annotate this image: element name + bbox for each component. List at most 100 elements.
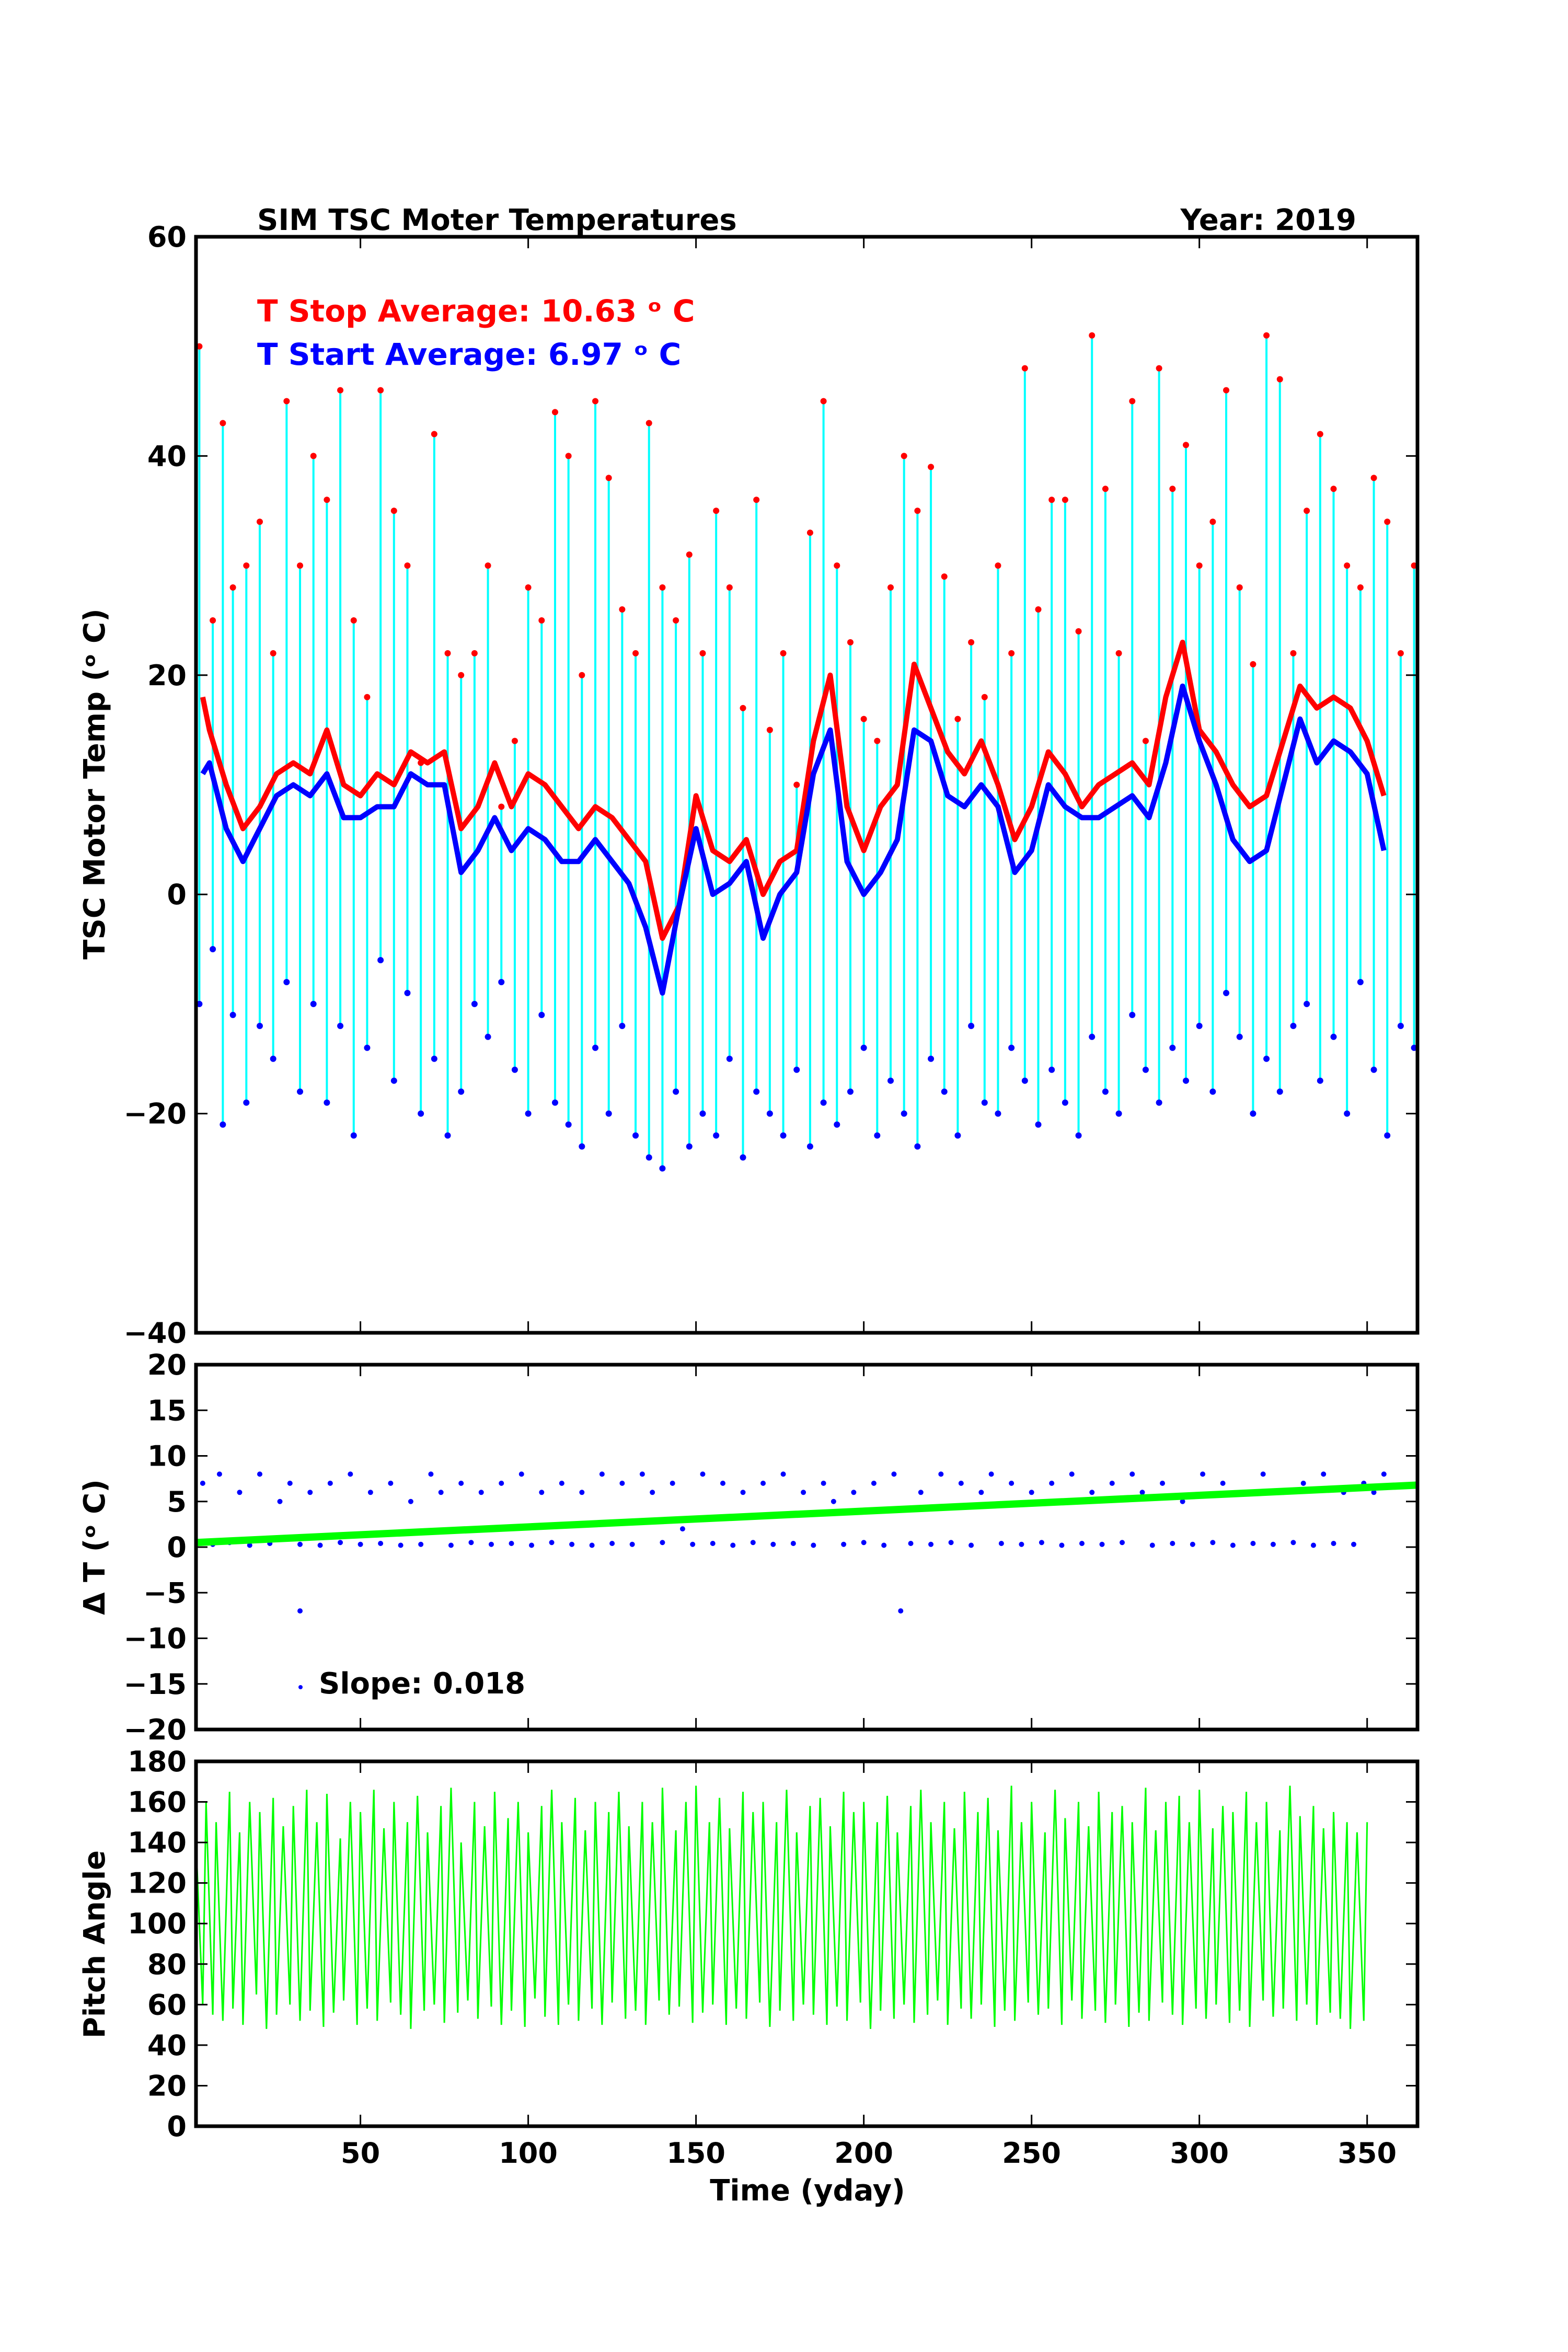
- stop-point: [377, 387, 384, 394]
- stop-point: [1209, 518, 1216, 525]
- delta-t-point: [338, 1540, 343, 1546]
- stop-point: [820, 398, 827, 405]
- stop-point: [605, 475, 612, 481]
- start-point: [525, 1110, 532, 1117]
- delta-t-point: [458, 1480, 464, 1486]
- start-point: [390, 1077, 397, 1084]
- delta-t-point: [398, 1542, 403, 1548]
- start-point: [780, 1132, 787, 1139]
- start-point: [1089, 1033, 1096, 1040]
- delta-t-point: [938, 1471, 944, 1477]
- y-tick-label: −40: [124, 1317, 187, 1350]
- delta-t-point: [801, 1490, 806, 1495]
- start-point: [995, 1110, 1001, 1117]
- temperature-panel: −40 −20 0 20 40 60: [124, 221, 1420, 1350]
- delta-t-point: [908, 1541, 914, 1547]
- start-point: [310, 1000, 317, 1007]
- start-point: [605, 1110, 612, 1117]
- start-point: [1223, 989, 1230, 996]
- start-point: [1102, 1088, 1109, 1095]
- delta-t-point: [629, 1541, 635, 1547]
- stop-point: [901, 453, 907, 459]
- y-tick-label: −20: [124, 1098, 187, 1131]
- delta-t-point: [1300, 1480, 1306, 1486]
- delta-t-point: [257, 1471, 262, 1477]
- y-tick-label: 40: [147, 2029, 187, 2062]
- trend-line: [196, 1481, 1417, 1547]
- start-point: [364, 1044, 371, 1051]
- start-point: [404, 989, 411, 996]
- stop-average-annotation: T Stop Average: 10.63 ᵒ C: [257, 293, 695, 329]
- delta-t-point: [1079, 1541, 1085, 1547]
- delta-t-point: [559, 1480, 564, 1486]
- x-tick-label: 50: [341, 2137, 380, 2170]
- stop-point: [632, 650, 639, 656]
- start-point: [377, 957, 384, 964]
- delta-t-point: [1059, 1542, 1065, 1548]
- delta-t-point: [1250, 1541, 1256, 1547]
- stop-point: [793, 781, 800, 788]
- start-point: [592, 1044, 599, 1051]
- axes-frame: [194, 235, 1420, 1335]
- y-tick-label: 0: [167, 2110, 187, 2143]
- start-point: [1021, 1077, 1028, 1084]
- y-tick-label: 120: [128, 1867, 187, 1900]
- chart-title: SIM TSC Moter Temperatures: [257, 203, 737, 237]
- y-tick-label: 140: [128, 1826, 187, 1859]
- stop-point: [565, 453, 572, 459]
- start-point: [324, 1099, 330, 1106]
- start-point: [726, 1055, 733, 1062]
- stop-point: [1156, 365, 1162, 372]
- stop-point: [1344, 562, 1351, 569]
- stop-point: [780, 650, 787, 656]
- delta-t-point: [1160, 1480, 1166, 1486]
- start-point: [928, 1055, 935, 1062]
- start-point: [1304, 1000, 1310, 1007]
- slope-legend-marker: [298, 1685, 303, 1689]
- stop-point: [1129, 398, 1136, 405]
- axes-frame: [194, 1759, 1420, 2128]
- year-label: Year: 2019: [1180, 203, 1356, 237]
- stop-point: [847, 639, 854, 645]
- pitch-angle-panel: 50 100 150 200 250 300 350 0 20 40 60 80 100 120 140 16…: [128, 1745, 1420, 2170]
- stop-point: [726, 584, 733, 591]
- start-point: [834, 1121, 840, 1128]
- delta-t-point: [700, 1471, 706, 1477]
- start-point: [954, 1132, 961, 1139]
- start-point: [243, 1099, 250, 1106]
- start-point: [1156, 1099, 1162, 1106]
- delta-t-point: [1029, 1490, 1034, 1495]
- delta-t-point: [660, 1540, 665, 1546]
- delta-t-point: [770, 1541, 776, 1547]
- start-point: [1048, 1066, 1055, 1073]
- start-point: [418, 1110, 424, 1117]
- pitch-y-axis-label: Pitch Angle: [78, 1850, 112, 2038]
- y-tick-label: 0: [167, 878, 187, 911]
- delta-t-point: [1180, 1498, 1185, 1504]
- delta-t-point: [1139, 1490, 1145, 1495]
- delta-t-point: [1049, 1480, 1055, 1486]
- stop-point: [256, 518, 263, 525]
- start-point: [981, 1099, 988, 1106]
- start-point: [337, 1022, 344, 1029]
- stop-point: [740, 705, 746, 711]
- delta-t-point: [529, 1542, 535, 1548]
- y-tick-label: −10: [124, 1622, 187, 1655]
- delta-t-point: [1039, 1540, 1044, 1546]
- stop-point: [806, 529, 813, 536]
- x-tick-label: 150: [666, 2137, 725, 2170]
- y-tick-label: −15: [124, 1668, 187, 1701]
- stop-point: [485, 562, 491, 569]
- delta-t-point: [448, 1542, 454, 1548]
- stop-point: [1276, 376, 1283, 383]
- y-tick-label: −20: [124, 1713, 187, 1746]
- delta-t-point: [579, 1490, 585, 1495]
- delta-t-point: [1230, 1542, 1236, 1548]
- stop-point: [928, 464, 935, 470]
- delta-t-point: [988, 1471, 994, 1477]
- y-tick-label: 20: [147, 659, 187, 692]
- stop-point: [310, 453, 317, 459]
- delta-t-point: [710, 1541, 716, 1547]
- start-point: [1196, 1022, 1203, 1029]
- stop-point: [220, 420, 226, 426]
